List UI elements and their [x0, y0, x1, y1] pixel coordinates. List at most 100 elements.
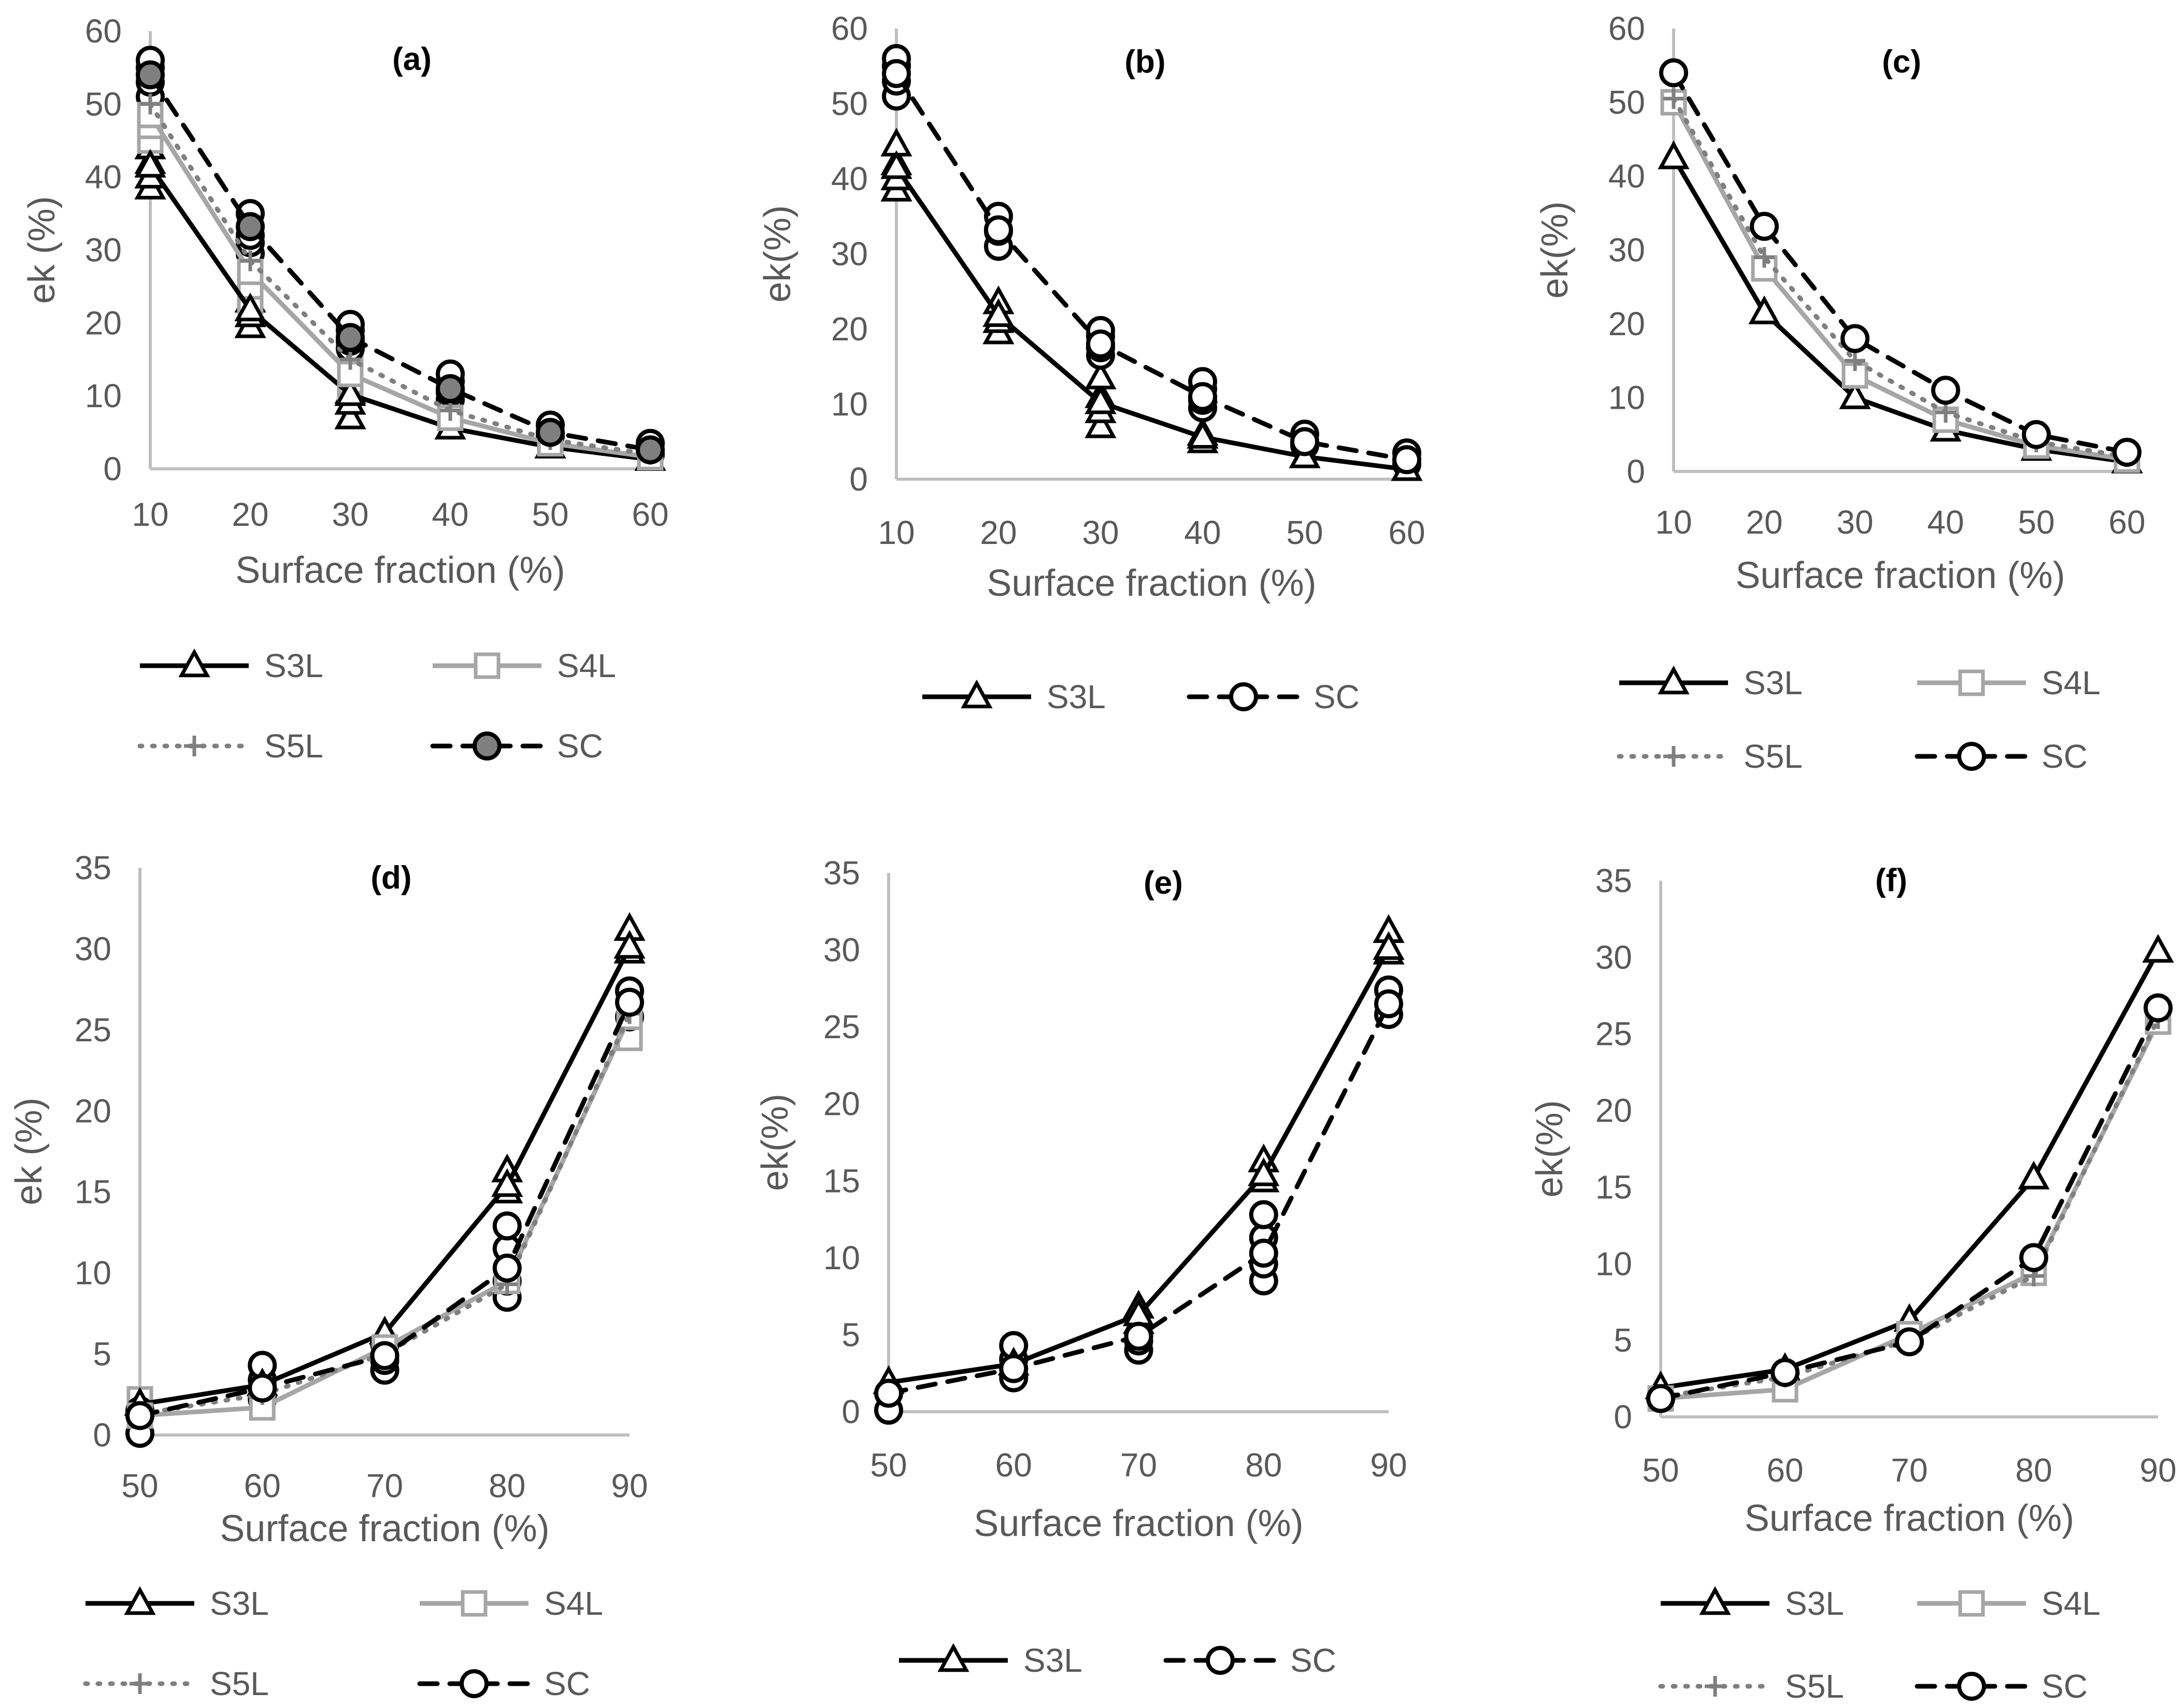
- data-point-sc: [1374, 989, 1403, 1019]
- legend-item-sc: SC: [1915, 738, 2088, 775]
- y-tick-label: 0: [849, 461, 868, 498]
- x-axis-title: Surface fraction (%): [1735, 555, 2065, 596]
- panel-title: (d): [370, 860, 411, 896]
- legend-label: S5L: [1744, 738, 1803, 775]
- legend-label: SC: [1290, 1642, 1336, 1679]
- legend-item-s3l: S3L: [1619, 664, 1803, 701]
- data-point-sc: [615, 987, 644, 1017]
- data-point-sc: [636, 435, 665, 465]
- scatter-point-sc: [492, 1211, 522, 1241]
- legend-marker-s4l: [461, 1590, 488, 1617]
- series-line-s3l: [894, 166, 1407, 472]
- data-point-sc: [1840, 324, 1869, 353]
- x-tick-label: 50: [2018, 504, 2054, 541]
- data-point-sc: [436, 374, 465, 404]
- legend-label: S5L: [1785, 1668, 1844, 1705]
- x-axis-title: Surface fraction (%): [974, 1503, 1303, 1544]
- y-tick-label: 60: [85, 12, 122, 50]
- data-point-s5l: [1663, 88, 1684, 109]
- data-point-s5l: [1845, 350, 1865, 371]
- data-point-sc: [882, 59, 911, 88]
- legend-item-s5l: S5L: [1658, 1668, 1844, 1705]
- x-tick-label: 40: [1184, 514, 1221, 551]
- data-point-sc: [984, 215, 1013, 245]
- legend-item-s3l: S3L: [899, 1642, 1082, 1679]
- x-tick-label: 60: [1766, 1452, 1803, 1489]
- x-tick-label: 10: [132, 496, 168, 533]
- y-tick-label: 35: [75, 849, 111, 886]
- legend-label: S4L: [2042, 1585, 2101, 1622]
- data-point-sc: [336, 323, 365, 352]
- y-tick-label: 50: [85, 85, 122, 123]
- legend-marker-sc: [1957, 742, 1986, 771]
- legend: S3L S4L S5L SC: [1658, 1585, 2101, 1705]
- y-tick-label: 10: [823, 1239, 860, 1276]
- y-tick-label: 5: [93, 1336, 111, 1373]
- data-point-s5l: [140, 93, 161, 114]
- y-tick-label: 10: [75, 1254, 111, 1292]
- data-point-sc: [999, 1354, 1029, 1383]
- data-point-s3l: [880, 150, 912, 179]
- y-tick-label: 5: [1614, 1322, 1632, 1359]
- data-point-sc: [1290, 427, 1319, 456]
- x-tick-label: 20: [1746, 504, 1782, 541]
- legend-item-sc: SC: [430, 727, 603, 765]
- panel-title: (e): [1144, 865, 1183, 901]
- legend-marker-sc: [1229, 682, 1258, 711]
- data-point-s5l: [240, 250, 261, 271]
- x-tick-label: 60: [1388, 514, 1425, 551]
- data-point-s3l: [982, 298, 1015, 327]
- series-line-sc: [1671, 70, 2130, 455]
- scatter-point-s3l: [334, 400, 366, 429]
- y-tick-label: 0: [841, 1393, 860, 1430]
- legend-label: S3L: [210, 1585, 269, 1622]
- data-point-s3l: [334, 377, 366, 406]
- legend-marker-s3l: [1658, 665, 1690, 695]
- legend-label: S3L: [1047, 678, 1106, 715]
- legend-item-s5l: S5L: [1617, 738, 1803, 775]
- x-tick-label: 20: [232, 496, 268, 533]
- y-tick-label: 10: [831, 385, 868, 423]
- data-point-sc: [236, 212, 265, 241]
- y-tick-label: 40: [85, 159, 122, 196]
- data-point-sc: [1750, 211, 1779, 241]
- data-point-s3l: [1658, 140, 1690, 169]
- y-tick-label: 10: [1595, 1245, 1632, 1282]
- y-tick-label: 10: [1608, 379, 1645, 417]
- x-tick-label: 80: [489, 1467, 525, 1504]
- legend-label: S4L: [557, 647, 616, 684]
- legend-item-sc: SC: [1163, 1642, 1336, 1679]
- x-tick-label: 50: [1286, 514, 1323, 551]
- data-point-s5l: [440, 400, 461, 421]
- y-tick-label: 30: [1608, 232, 1645, 269]
- y-axis-title: ek(%): [1534, 201, 1576, 298]
- legend-label: SC: [2042, 738, 2088, 775]
- y-tick-label: 30: [823, 931, 860, 969]
- panel-title: (a): [392, 41, 432, 77]
- legend-marker-s3l: [178, 648, 210, 678]
- series-line-s4l: [1672, 101, 2128, 462]
- legend: S3L S4L S5L SC: [1617, 664, 2101, 775]
- data-point-sc: [136, 60, 165, 90]
- data-point-sc: [2144, 993, 2173, 1023]
- legend-label: SC: [544, 1665, 590, 1702]
- data-point-sc: [248, 1373, 277, 1403]
- legend-item-s3l: S3L: [1661, 1585, 1844, 1622]
- data-point-s5l: [1935, 402, 1956, 423]
- legend-label: S5L: [210, 1665, 269, 1702]
- x-tick-label: 60: [995, 1446, 1032, 1484]
- legend-label: SC: [1314, 678, 1360, 715]
- data-point-sc: [1124, 1322, 1153, 1351]
- x-tick-label: 70: [366, 1467, 403, 1504]
- data-point-sc: [1771, 1358, 1800, 1387]
- data-point-sc: [1392, 445, 1421, 475]
- data-point-sc: [2019, 1243, 2048, 1272]
- legend-label: S4L: [544, 1585, 603, 1622]
- legend-marker-sc: [473, 731, 502, 761]
- y-tick-label: 15: [823, 1162, 860, 1199]
- legend-marker-s5l: [1663, 746, 1684, 767]
- data-point-s5l: [1754, 247, 1775, 268]
- y-tick-label: 0: [93, 1416, 111, 1454]
- y-tick-label: 20: [823, 1085, 860, 1123]
